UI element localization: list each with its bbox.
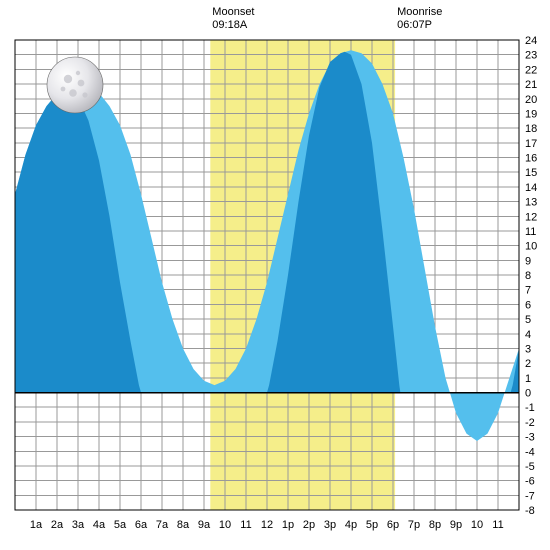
- y-tick-label: 4: [525, 329, 531, 341]
- x-tick-label: 6p: [387, 519, 399, 531]
- y-tick-label: 23: [525, 50, 537, 62]
- x-tick-label: 3p: [324, 519, 336, 531]
- y-tick-label: 8: [525, 270, 531, 282]
- x-tick-label: 2a: [51, 519, 64, 531]
- x-tick-label: 5a: [114, 519, 127, 531]
- y-tick-label: -2: [525, 417, 535, 429]
- y-tick-label: 20: [525, 94, 537, 106]
- y-tick-label: 16: [525, 153, 537, 165]
- y-tick-label: 10: [525, 241, 537, 253]
- y-tick-label: -4: [525, 446, 535, 458]
- y-tick-label: -7: [525, 490, 535, 502]
- y-tick-label: -5: [525, 461, 535, 473]
- y-tick-label: -1: [525, 402, 535, 414]
- x-tick-label: 4a: [93, 519, 106, 531]
- x-tick-label: 8a: [177, 519, 190, 531]
- y-tick-label: 0: [525, 388, 531, 400]
- x-tick-label: 11: [240, 519, 251, 531]
- x-tick-label: 1a: [30, 519, 43, 531]
- y-tick-label: -6: [525, 476, 535, 488]
- y-tick-label: 11: [525, 226, 536, 238]
- x-tick-label: 3a: [72, 519, 85, 531]
- y-tick-label: 14: [525, 182, 537, 194]
- x-tick-label: 8p: [429, 519, 441, 531]
- x-tick-label: 12: [261, 519, 273, 531]
- moonset-title: Moonset: [212, 6, 254, 18]
- y-tick-label: 17: [525, 138, 537, 150]
- y-tick-label: 5: [525, 314, 531, 326]
- moonrise-time: 06:07P: [397, 19, 432, 31]
- y-tick-label: 6: [525, 299, 531, 311]
- x-tick-label: 2p: [303, 519, 315, 531]
- moonset-time: 09:18A: [212, 19, 247, 31]
- moonset-annotation: Moonset 09:18A: [212, 6, 254, 32]
- moonrise-title: Moonrise: [397, 6, 442, 18]
- y-tick-label: 1: [525, 373, 531, 385]
- y-tick-label: 3: [525, 343, 531, 355]
- x-tick-label: 9a: [198, 519, 211, 531]
- y-tick-label: 19: [525, 108, 537, 120]
- x-tick-label: 7p: [408, 519, 420, 531]
- y-tick-label: 15: [525, 167, 537, 179]
- x-tick-label: 4p: [345, 519, 357, 531]
- y-tick-label: 2: [525, 358, 531, 370]
- x-tick-label: 10: [219, 519, 231, 531]
- y-tick-label: 9: [525, 255, 531, 267]
- x-tick-label: 9p: [450, 519, 462, 531]
- y-tick-label: 21: [525, 79, 537, 91]
- y-tick-label: 24: [525, 35, 537, 47]
- y-tick-label: 12: [525, 211, 537, 223]
- x-tick-label: 6a: [135, 519, 148, 531]
- y-tick-label: 7: [525, 285, 531, 297]
- moonrise-annotation: Moonrise 06:07P: [397, 6, 442, 32]
- tide-chart: Moonset 09:18A Moonrise 06:07P -8-7-6-5-…: [0, 0, 550, 550]
- y-tick-label: -3: [525, 432, 535, 444]
- y-tick-label: 22: [525, 64, 537, 76]
- y-tick-label: 13: [525, 197, 537, 209]
- chart-svg: -8-7-6-5-4-3-2-1012345678910111213141516…: [0, 0, 550, 550]
- x-tick-label: 1p: [282, 519, 294, 531]
- moon-icon: [47, 57, 103, 113]
- x-tick-label: 10: [471, 519, 483, 531]
- y-tick-label: 18: [525, 123, 537, 135]
- x-tick-label: 7a: [156, 519, 169, 531]
- x-tick-label: 11: [492, 519, 503, 531]
- y-tick-label: -8: [525, 505, 535, 517]
- x-tick-label: 5p: [366, 519, 378, 531]
